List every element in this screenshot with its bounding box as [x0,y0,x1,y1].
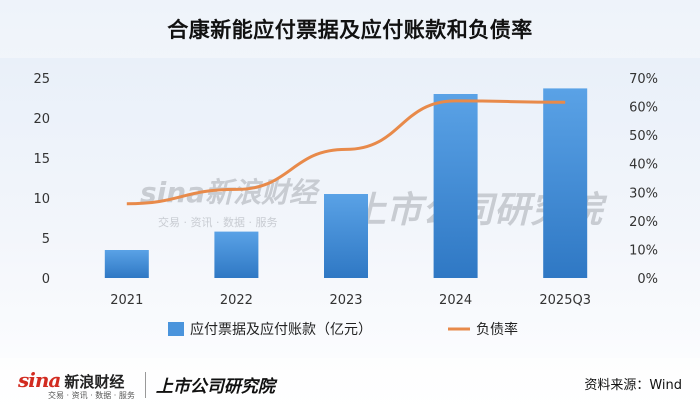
right-tick-label: 20% [629,215,658,230]
bar-2022 [214,231,259,278]
bar-2023 [324,194,368,278]
left-tick-label: 25 [33,72,50,87]
right-tick-label: 0% [637,272,658,287]
right-tick-label: 40% [629,158,658,173]
x-tick-label: 2024 [439,293,472,308]
right-tick-label: 60% [629,101,658,116]
left-tick-label: 0 [42,272,50,287]
bar-2024 [433,94,478,278]
legend-line-label: 负债率 [476,321,518,338]
chart-title: 合康新能应付票据及应付账款和负债率 [167,18,533,42]
x-tick-label: 2023 [329,293,362,308]
left-axis: 0 5 10 15 20 25 [33,72,50,287]
chart-svg: sina新浪财经 交易 · 资讯 · 数据 · 服务 上市公司研究院 0 5 10 1… [33,72,658,338]
right-tick-label: 50% [629,129,658,144]
x-tick-label: 2021 [110,293,143,308]
title-bar: 合康新能应付票据及应付账款和负债率 [0,0,700,58]
logo-divider [144,371,146,398]
left-tick-label: 5 [42,232,50,247]
footer-logo: sina 新浪财经 交易 · 资讯 · 数据 · 服务 上市公司研究院 [18,368,275,401]
left-tick-label: 20 [33,112,50,127]
watermark-brand: sina新浪财经 [140,176,321,209]
x-tick-label: 2025Q3 [539,293,591,308]
left-tick-label: 10 [33,192,50,207]
sina-mark: sina [18,368,61,392]
bars-layer [104,88,588,279]
footer: sina 新浪财经 交易 · 资讯 · 数据 · 服务 上市公司研究院 资料来源… [0,362,700,412]
sina-cn-name: 新浪财经 [64,373,125,391]
right-axis: 0% 10% 20% 30% 40% 50% 60% 70% [629,72,658,287]
debt-ratio-line [126,99,566,206]
watermark: sina新浪财经 交易 · 资讯 · 数据 · 服务 上市公司研究院 [140,176,608,231]
right-tick-label: 10% [629,243,658,258]
bar-2021 [104,250,149,278]
x-tick-label: 2022 [220,293,253,308]
left-tick-label: 15 [33,152,50,167]
right-tick-label: 30% [629,186,658,201]
bar-2025Q3 [543,88,588,279]
watermark-brand-sub: 交易 · 资讯 · 数据 · 服务 [158,215,277,229]
sina-logo: sina 新浪财经 交易 · 资讯 · 数据 · 服务 [18,368,135,401]
right-tick-label: 70% [629,72,658,87]
legend-bar-label: 应付票据及应付账款（亿元） [190,321,372,338]
legend: 应付票据及应付账款（亿元） 负债率 [168,321,518,338]
institute-logo: 上市公司研究院 [155,377,275,397]
line-layer [126,99,566,206]
legend-bar-swatch [168,322,184,336]
x-axis: 2021 2022 2023 2024 2025Q3 [110,293,591,308]
source-note: 资料来源：Wind [584,378,682,393]
sina-tagline: 交易 · 资讯 · 数据 · 服务 [48,391,135,400]
